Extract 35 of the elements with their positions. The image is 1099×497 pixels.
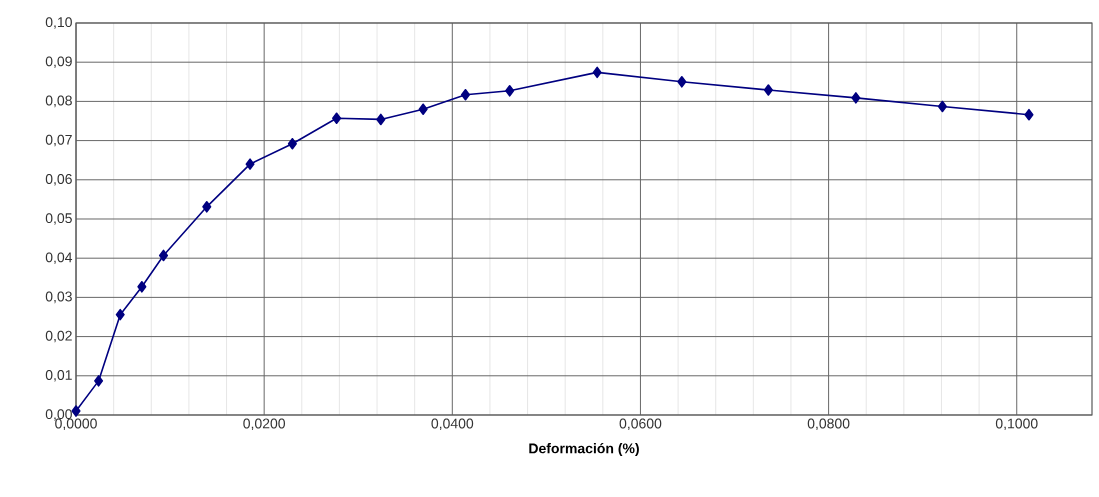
x-tick-label: 0,0400 (431, 418, 474, 431)
point (71, 405, 81, 417)
point (137, 281, 147, 293)
point (677, 75, 687, 88)
point (115, 308, 125, 321)
y-tick-label: 0,09 (45, 56, 72, 68)
x-tick-label: 0,0600 (619, 418, 662, 431)
x-axis-title: Deformación (%) (529, 442, 639, 457)
y-tick-label: 0,04 (45, 252, 73, 264)
point (287, 137, 297, 150)
point (851, 92, 861, 104)
y-tick-label: 0,10 (45, 17, 72, 29)
point (332, 112, 342, 125)
point (245, 158, 255, 170)
y-tick-label: 0,06 (45, 173, 72, 186)
point (158, 249, 169, 262)
x-tick-label: 0,0800 (807, 418, 850, 431)
point (460, 88, 471, 101)
y-tick-label: 0,01 (45, 369, 72, 382)
y-tick-label: 0,07 (45, 134, 72, 147)
x-tick-label: 0,0200 (243, 418, 286, 431)
point (937, 100, 947, 113)
point (763, 84, 773, 96)
point (94, 375, 104, 387)
x-tick-label: 0,1000 (995, 418, 1038, 431)
point (418, 103, 428, 116)
y-tick-label: 0,03 (45, 291, 72, 304)
point (1024, 108, 1034, 121)
point (202, 201, 212, 213)
point (376, 113, 386, 126)
point (592, 66, 602, 79)
y-tick-label: 0,02 (45, 330, 72, 343)
y-tick-label: 0,08 (45, 95, 72, 108)
point (505, 85, 515, 97)
y-tick-label: 0,05 (45, 213, 72, 225)
